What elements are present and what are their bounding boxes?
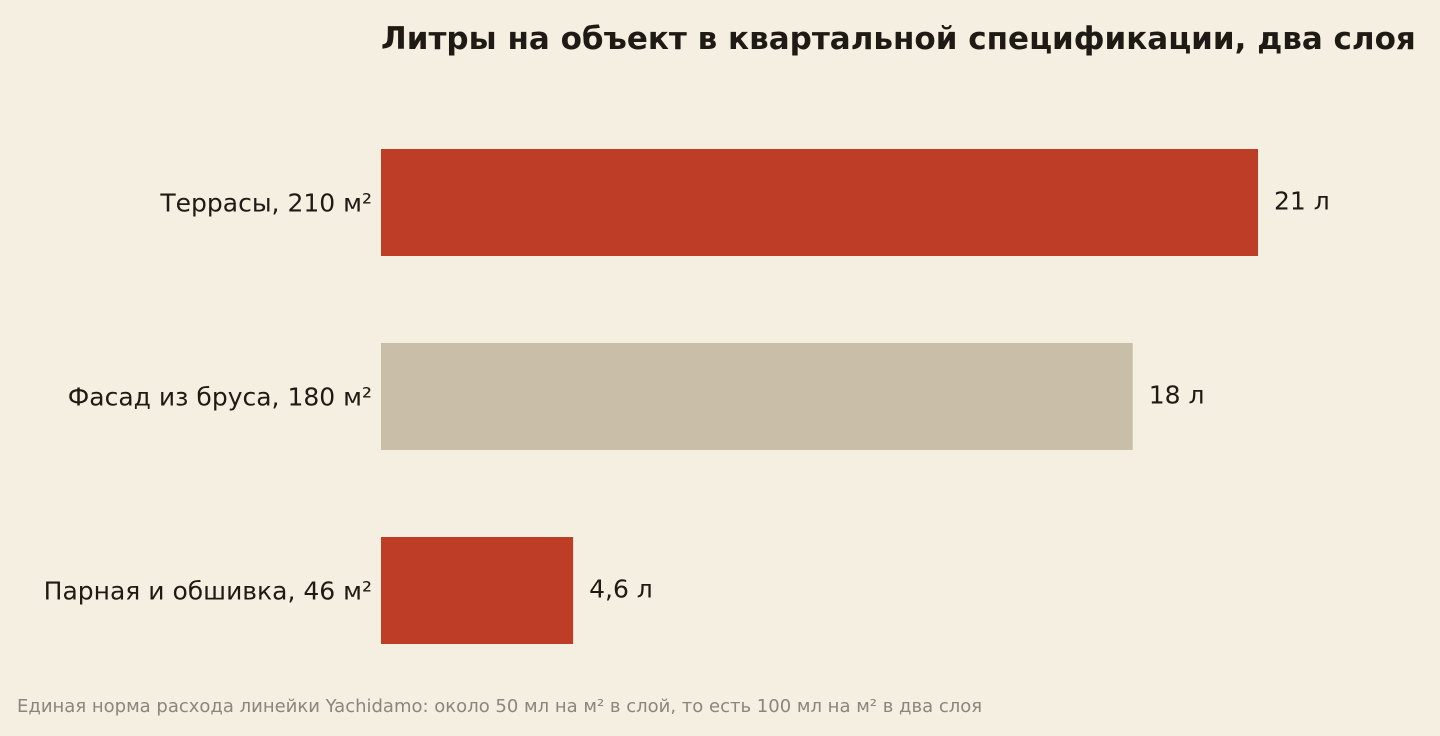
value-label-2: 18 л bbox=[1149, 381, 1205, 410]
bar-3 bbox=[381, 537, 574, 644]
value-label-3: 4,6 л bbox=[589, 575, 653, 604]
footnote: Единая норма расхода линейки Yachidamo: … bbox=[17, 696, 983, 717]
category-label-1: Террасы, 210 м² bbox=[159, 189, 372, 218]
value-label-1: 21 л bbox=[1274, 187, 1330, 216]
bar-1 bbox=[381, 149, 1258, 256]
chart-title: Литры на объект в квартальной спецификац… bbox=[381, 21, 1416, 57]
category-label-3: Парная и обшивка, 46 м² bbox=[44, 577, 372, 606]
category-label-2: Фасад из бруса, 180 м² bbox=[68, 383, 372, 412]
bar-2 bbox=[381, 343, 1133, 450]
